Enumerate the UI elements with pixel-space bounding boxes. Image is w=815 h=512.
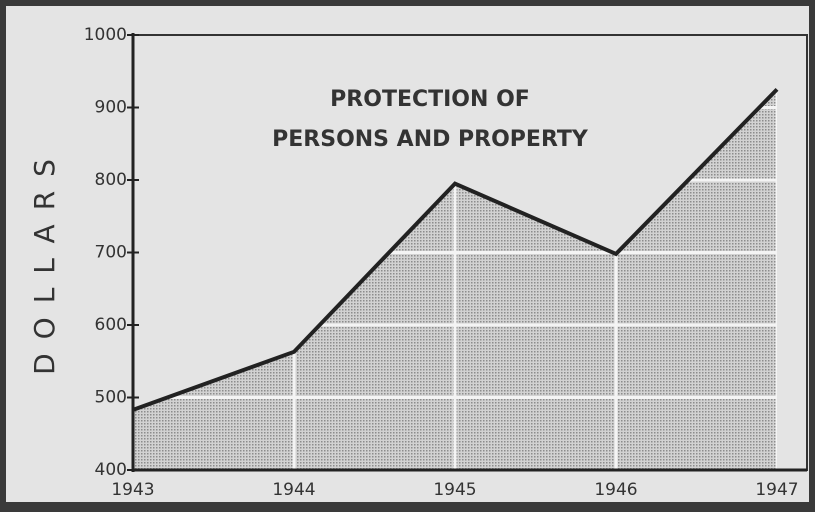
x-tick-label: 1946	[594, 480, 637, 500]
y-tick-label: 600	[95, 315, 127, 335]
y-tick-label: 800	[95, 170, 127, 190]
y-axis-label: DOLLARS	[28, 145, 61, 375]
y-tick-label: 700	[95, 243, 127, 263]
y-tick-label: 500	[95, 388, 127, 408]
x-tick-label: 1947	[755, 480, 798, 500]
chart-title: PERSONS AND PROPERTY	[272, 127, 589, 152]
data-line	[132, 87, 779, 412]
y-tick-label: 1000	[84, 25, 127, 45]
x-tick-label: 1945	[433, 480, 476, 500]
x-tick-label: 1944	[272, 480, 315, 500]
x-tick-label: 1943	[111, 480, 154, 500]
chart-title: PROTECTION OF	[330, 87, 530, 112]
y-tick-label: 900	[95, 98, 127, 118]
y-tick-label: 400	[95, 460, 127, 480]
